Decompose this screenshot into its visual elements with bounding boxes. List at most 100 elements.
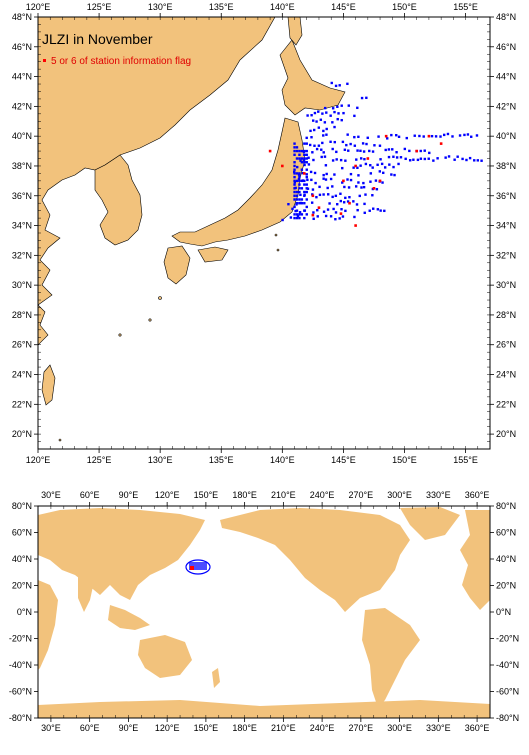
legend-label: 5 or 6 of station information flag [51, 56, 191, 67]
world-lon-tick-label: 210°E [271, 723, 296, 733]
lon-tick-label: 145°E [331, 455, 356, 465]
world-lat-tick-label: 60°N [12, 528, 32, 538]
land-south-america [362, 608, 420, 708]
world-lon-tick-label: 90°E [119, 723, 139, 733]
lat-tick-label: 46°N [12, 42, 32, 52]
lon-tick-label: 135°E [209, 455, 234, 465]
world-lat-tick-label: 60°N [496, 528, 516, 538]
top-map-land [38, 17, 346, 442]
lon-tick-label: 150°E [392, 2, 417, 12]
world-lon-tick-label: 120°E [155, 490, 180, 500]
world-lon-tick-label: 270°E [349, 723, 374, 733]
world-map: 30°E 30°E 60°E 60°E 90°E 90°E 120°E 120°E 150°E 1… [9, 490, 519, 733]
world-lat-tick-label: 40°N [496, 554, 516, 564]
lat-tick-label: 40°N [496, 131, 516, 141]
world-lon-tick-label: 150°E [194, 723, 219, 733]
lat-tick-label: 40°N [12, 131, 32, 141]
lon-tick-label: 155°E [453, 455, 478, 465]
lon-tick-label: 150°E [392, 455, 417, 465]
lat-tick-label: 38°N [496, 161, 516, 171]
lat-tick-label: 32°N [496, 250, 516, 260]
land-greenland [400, 507, 460, 540]
world-map-ticks: 30°E 30°E 60°E 60°E 90°E 90°E 120°E 120°E 150°E 1… [9, 490, 519, 733]
world-lon-tick-label: 270°E [349, 490, 374, 500]
land-hokkaido [279, 39, 346, 116]
lon-tick-label: 120°E [26, 2, 51, 12]
world-lon-tick-label: 330°E [426, 490, 451, 500]
top-map-ticks: 120°E 120°E 125°E 125°E 130°E 130°E 135°E 135°E… [12, 2, 516, 465]
world-map-land [38, 507, 490, 718]
land-africa [38, 580, 58, 670]
land-shikoku [197, 246, 229, 263]
lat-tick-label: 34°N [12, 221, 32, 231]
world-lat-tick-label: 0°N [496, 607, 511, 617]
top-map: 120°E 120°E 125°E 125°E 130°E 130°E 135°E 135°E… [12, 2, 516, 465]
world-lon-tick-label: 30°E [41, 490, 61, 500]
world-lon-tick-label: 180°E [232, 490, 257, 500]
lat-tick-label: 20°N [496, 429, 516, 439]
land-kyushu [163, 245, 191, 285]
lat-tick-label: 22°N [496, 399, 516, 409]
world-lat-tick-label: -40°N [496, 660, 519, 670]
world-lon-tick-label: 90°E [119, 490, 139, 500]
lat-tick-label: 28°N [496, 310, 516, 320]
lat-tick-label: 38°N [12, 161, 32, 171]
lat-tick-label: 46°N [496, 42, 516, 52]
world-lat-tick-label: -60°N [9, 687, 32, 697]
land-asia-mainland [38, 17, 276, 306]
world-lat-tick-label: 20°N [496, 581, 516, 591]
lon-tick-label: 140°E [270, 2, 295, 12]
lon-tick-label: 125°E [87, 455, 112, 465]
land-indonesia [108, 605, 150, 630]
station-points [281, 81, 483, 222]
world-lat-tick-label: 80°N [12, 501, 32, 511]
legend-marker [43, 59, 46, 62]
map-title: JLZI in November [42, 31, 153, 47]
world-lon-tick-label: 210°E [271, 490, 296, 500]
world-lon-tick-label: 240°E [310, 490, 335, 500]
land-antarctica [38, 700, 490, 718]
world-lat-tick-label: 40°N [12, 554, 32, 564]
land-taiwan [41, 364, 56, 406]
lat-tick-label: 42°N [496, 101, 516, 111]
lon-tick-label: 125°E [87, 2, 112, 12]
lon-tick-label: 155°E [453, 2, 478, 12]
world-lat-tick-label: -80°N [9, 713, 32, 723]
world-lon-tick-label: 240°E [310, 723, 335, 733]
lat-tick-label: 48°N [12, 12, 32, 22]
lat-tick-label: 44°N [496, 72, 516, 82]
world-lon-tick-label: 30°E [41, 723, 61, 733]
world-lon-tick-label: 120°E [155, 723, 180, 733]
world-lon-tick-label: 360°E [465, 723, 490, 733]
world-lat-tick-label: 0°N [17, 607, 32, 617]
world-lat-tick-label: 20°N [12, 581, 32, 591]
land-australia [138, 635, 192, 678]
land-north-america [220, 508, 410, 612]
flagged-station-points [268, 134, 443, 227]
lat-tick-label: 22°N [12, 399, 32, 409]
lat-tick-label: 26°N [12, 340, 32, 350]
land-europe-africa-east [460, 510, 490, 610]
lat-tick-label: 24°N [12, 370, 32, 380]
lat-tick-label: 48°N [496, 12, 516, 22]
lat-tick-label: 36°N [12, 191, 32, 201]
lat-tick-label: 44°N [12, 72, 32, 82]
world-lon-tick-label: 150°E [194, 490, 219, 500]
world-station-cluster [185, 559, 211, 575]
world-lon-tick-label: 60°E [80, 723, 100, 733]
world-lat-tick-label: -80°N [496, 713, 519, 723]
lon-tick-label: 145°E [331, 2, 356, 12]
lat-tick-label: 32°N [12, 250, 32, 260]
lat-tick-label: 30°N [12, 280, 32, 290]
world-lat-tick-label: -20°N [496, 634, 519, 644]
lat-tick-label: 28°N [12, 310, 32, 320]
world-lat-tick-label: 80°N [496, 501, 516, 511]
world-lon-tick-label: 300°E [387, 490, 412, 500]
lon-tick-label: 135°E [209, 2, 234, 12]
lat-tick-label: 30°N [496, 280, 516, 290]
lat-tick-label: 36°N [496, 191, 516, 201]
land-new-zealand [212, 668, 220, 688]
land-korea [94, 154, 143, 246]
world-lon-tick-label: 300°E [387, 723, 412, 733]
world-lat-tick-label: -20°N [9, 634, 32, 644]
